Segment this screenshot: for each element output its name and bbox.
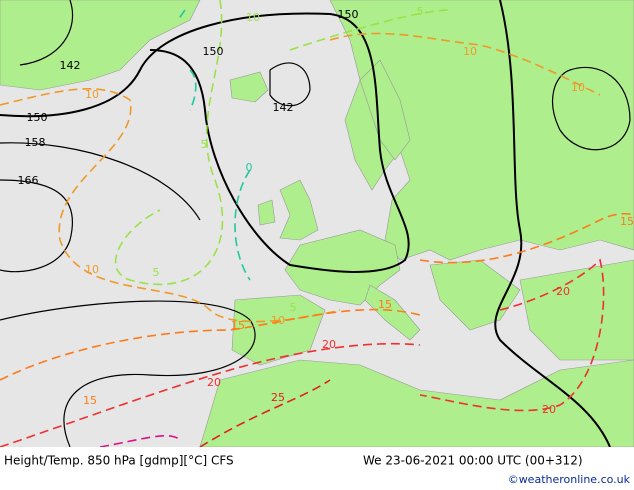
height-label: 142 — [273, 101, 294, 114]
footer-copyright: ©weatheronline.co.uk — [508, 473, 631, 486]
height-contours — [0, 0, 611, 448]
land — [0, 0, 634, 448]
temperature-label: 5 — [153, 266, 160, 279]
height-label: 150 — [338, 8, 359, 21]
temperature-label: 15 — [620, 215, 634, 228]
temperature-label: 20 — [322, 338, 336, 351]
temperature-label: 5 — [417, 5, 424, 18]
temperature-label: 15 — [231, 319, 245, 332]
footer-datetime: We 23-06-2021 00:00 UTC (00+312) — [363, 454, 583, 468]
temperature-label: 10 — [85, 88, 99, 101]
temperature-label: 20 — [542, 403, 556, 416]
temperature-contours — [0, 0, 634, 448]
contour-labels: 150 150 142 150 142 158 166 10 5 10 10 10 5 0 10 5 5 10 15… — [18, 5, 634, 416]
height-contours-thin — [0, 0, 631, 448]
height-label: 150 — [27, 111, 48, 124]
temperature-label: 0 — [246, 161, 253, 174]
height-label: 150 — [203, 45, 224, 58]
height-label: 142 — [60, 59, 81, 72]
height-label: 166 — [18, 174, 39, 187]
temperature-label: 20 — [207, 376, 221, 389]
temperature-label: 10 — [85, 263, 99, 276]
temperature-label: 5 — [290, 301, 297, 314]
temperature-label: 10 — [246, 11, 260, 24]
temperature-label: 25 — [271, 391, 285, 404]
temperature-label: 20 — [556, 285, 570, 298]
footer-band — [0, 447, 634, 490]
temperature-label: 5 — [201, 138, 208, 151]
height-label: 158 — [25, 136, 46, 149]
footer-title: Height/Temp. 850 hPa [gdmp][°C] CFS — [4, 454, 234, 468]
temperature-label: 10 — [463, 45, 477, 58]
temperature-label: 10 — [571, 81, 585, 94]
temperature-label: 10 — [271, 314, 285, 327]
temperature-label: 15 — [83, 394, 97, 407]
temperature-label: 15 — [378, 298, 392, 311]
